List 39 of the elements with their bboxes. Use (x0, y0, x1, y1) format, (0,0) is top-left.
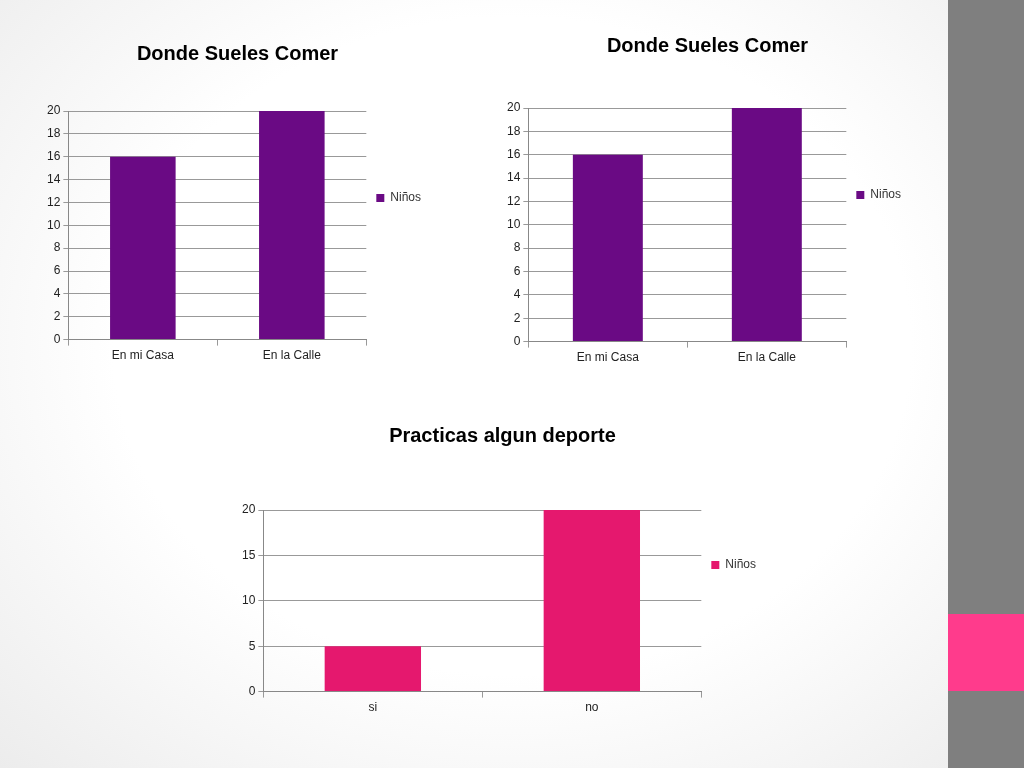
y-tick-label: 15 (241, 547, 256, 562)
y-tick-label: 5 (248, 638, 256, 653)
y-tick-label: 16 (506, 147, 521, 162)
x-tick-label: no (585, 700, 599, 715)
y-tick-label: 2 (513, 310, 521, 325)
chart-title: Donde Sueles Comer (136, 41, 339, 64)
y-tick-label: 18 (46, 126, 61, 141)
x-tick-label: En la Calle (737, 350, 797, 365)
y-tick-label: 12 (506, 193, 521, 208)
y-tick-label: 14 (506, 170, 521, 185)
chart-title: Donde Sueles Comer (606, 33, 809, 56)
y-tick-label: 20 (506, 100, 521, 115)
legend-label: Niños (725, 557, 757, 572)
y-tick-label: 10 (506, 217, 521, 232)
y-tick-label: 0 (513, 333, 521, 348)
x-tick-label: si (368, 700, 378, 715)
y-tick-label: 4 (53, 286, 61, 301)
x-tick-label: En la Calle (262, 348, 322, 363)
y-tick-label: 10 (46, 217, 61, 232)
y-tick-label: 10 (241, 593, 256, 608)
y-tick-label: 0 (248, 683, 256, 698)
y-tick-label: 14 (46, 171, 61, 186)
y-tick-label: 18 (506, 123, 521, 138)
y-tick-label: 20 (241, 502, 256, 517)
y-tick-label: 6 (53, 263, 61, 278)
legend-label: Niños (870, 187, 902, 202)
y-tick-label: 8 (513, 240, 521, 255)
y-tick-label: 0 (53, 331, 61, 346)
x-tick-label: En mi Casa (576, 350, 640, 365)
chart-title: Practicas algun deporte (389, 423, 616, 446)
x-tick-label: En mi Casa (111, 348, 175, 363)
y-tick-label: 8 (53, 240, 61, 255)
y-tick-label: 2 (53, 309, 61, 324)
y-tick-label: 20 (46, 103, 61, 118)
y-tick-label: 12 (46, 194, 61, 209)
y-tick-label: 6 (513, 263, 521, 278)
y-tick-label: 4 (513, 287, 521, 302)
y-tick-label: 16 (46, 149, 61, 164)
legend-label: Niños (390, 190, 422, 205)
